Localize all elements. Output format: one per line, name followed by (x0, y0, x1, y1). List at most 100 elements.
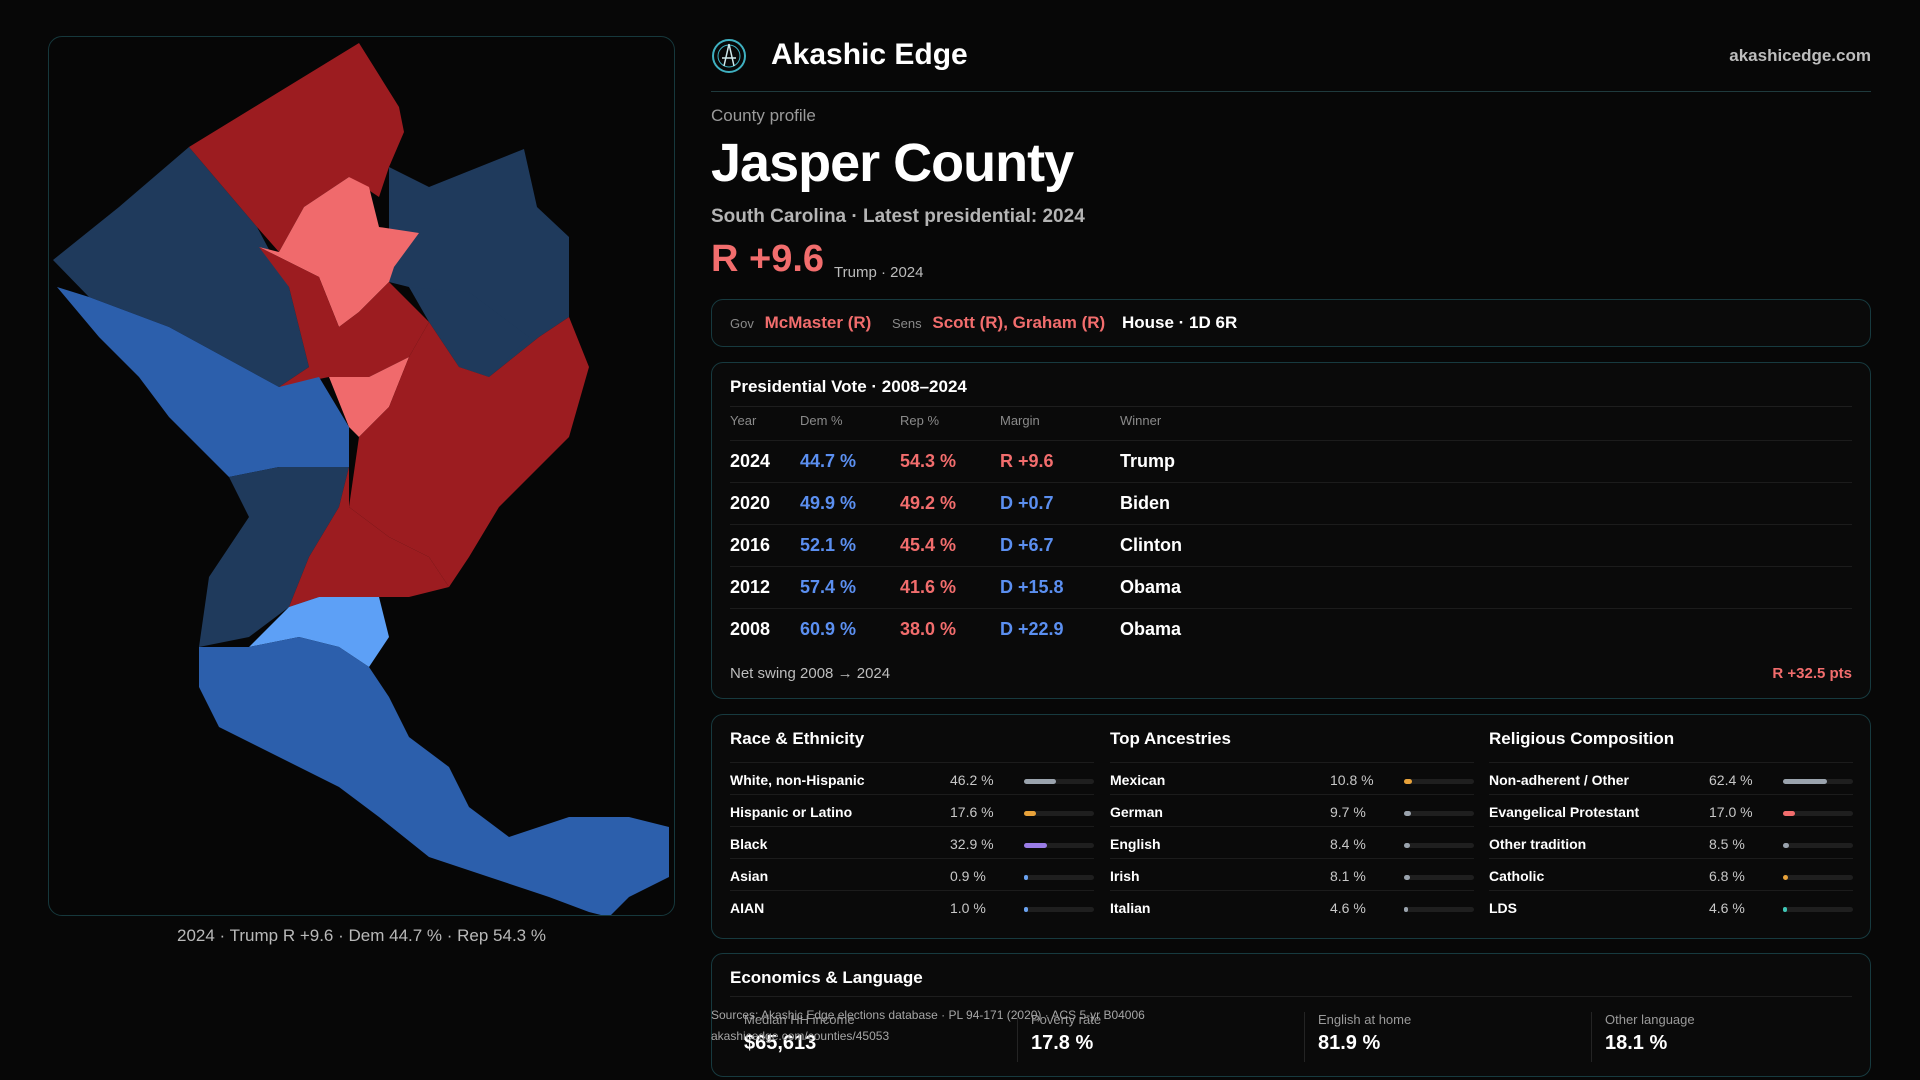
item-label: Hispanic or Latino (730, 804, 853, 820)
share-bar-fill (1404, 779, 1412, 784)
house-delegation[interactable]: House · 1D 6R (1122, 313, 1238, 332)
compass-emblem-icon[interactable] (711, 38, 747, 74)
item-label: Asian (730, 868, 769, 884)
list-item[interactable]: Catholic 6.8 % (1489, 858, 1853, 890)
share-bar (1404, 843, 1474, 848)
group-title: Top Ancestries (1110, 729, 1231, 748)
share-bar-fill (1404, 875, 1410, 880)
precinct-west[interactable] (57, 287, 349, 477)
share-bar (1783, 779, 1853, 784)
cell-rep: 54.3 % (900, 451, 957, 471)
precinct-south-lightblue[interactable] (249, 597, 389, 667)
brand-name[interactable]: Akashic Edge (771, 38, 968, 71)
cell-dem: 60.9 % (800, 619, 857, 639)
stat-label: Median HH income (744, 1012, 855, 1027)
profile-kicker: County profile (711, 106, 816, 125)
list-item[interactable]: Irish 8.1 % (1110, 858, 1474, 890)
headline-margin: R +9.6 (711, 238, 825, 280)
stat-value: 17.8 % (1031, 1032, 1094, 1054)
list-item[interactable]: Non-adherent / Other 62.4 % (1489, 762, 1853, 794)
item-value: 9.7 % (1330, 804, 1366, 820)
list-item[interactable]: Asian 0.9 % (730, 858, 1094, 890)
table-row[interactable]: 2020 49.9 % 49.2 % D +0.7 Biden (730, 482, 1852, 524)
list-item[interactable]: Hispanic or Latino 17.6 % (730, 794, 1094, 826)
page-title: Jasper County (711, 133, 1074, 193)
cell-margin: D +0.7 (1000, 493, 1054, 513)
governor-label: Gov (730, 316, 754, 331)
sources-url[interactable]: akashicedge.com/counties/45053 (711, 1029, 890, 1043)
precinct-south[interactable] (199, 637, 669, 916)
share-bar (1783, 811, 1853, 816)
precinct-south-center[interactable] (289, 467, 449, 607)
item-label: Evangelical Protestant (1489, 804, 1640, 820)
list-item[interactable]: Other tradition 8.5 % (1489, 826, 1853, 858)
stat-tile: Median HH income $65,613 (730, 1012, 1000, 1072)
cell-dem: 49.9 % (800, 493, 857, 513)
precinct-southwest-navy[interactable] (199, 467, 349, 647)
cell-year: 2024 (730, 451, 771, 471)
table-row[interactable]: 2012 57.4 % 41.6 % D +15.8 Obama (730, 566, 1852, 608)
precinct-north[interactable] (189, 43, 404, 252)
precinct-map[interactable] (49, 37, 675, 916)
share-bar-fill (1404, 907, 1408, 912)
stat-label: Other language (1605, 1012, 1695, 1027)
table-row[interactable]: 2008 60.9 % 38.0 % D +22.9 Obama (730, 608, 1852, 650)
site-link[interactable]: akashicedge.com (1729, 46, 1871, 65)
item-value: 17.6 % (950, 804, 994, 820)
senators: Sens Scott (R), Graham (R) (892, 313, 1105, 333)
item-value: 10.8 % (1330, 772, 1374, 788)
list-item[interactable]: Mexican 10.8 % (1110, 762, 1474, 794)
precinct-center[interactable] (259, 247, 429, 387)
share-bar-fill (1783, 907, 1787, 912)
list-item[interactable]: English 8.4 % (1110, 826, 1474, 858)
divider (1591, 1012, 1592, 1062)
share-bar (1024, 907, 1094, 912)
item-label: Black (730, 836, 768, 852)
list-item[interactable]: White, non-Hispanic 46.2 % (730, 762, 1094, 794)
cell-winner: Obama (1120, 619, 1182, 639)
sources-note: Sources: Akashic Edge elections database… (711, 1005, 1145, 1047)
group-title: Religious Composition (1489, 729, 1675, 748)
item-label: English (1110, 836, 1161, 852)
list-item[interactable]: Evangelical Protestant 17.0 % (1489, 794, 1853, 826)
cell-dem: 44.7 % (800, 451, 857, 471)
governor-name[interactable]: McMaster (R) (764, 313, 872, 332)
precinct-east[interactable] (349, 317, 589, 587)
table-row[interactable]: 2016 52.1 % 45.4 % D +6.7 Clinton (730, 524, 1852, 566)
list-item[interactable]: LDS 4.6 % (1489, 890, 1853, 922)
list-item[interactable]: German 9.7 % (1110, 794, 1474, 826)
precinct-northwest[interactable] (53, 147, 309, 387)
officials-bar: Gov McMaster (R) Sens Scott (R), Graham … (711, 299, 1871, 347)
group-title: Race & Ethnicity (730, 729, 865, 748)
item-value: 62.4 % (1709, 772, 1753, 788)
share-bar-fill (1024, 779, 1056, 784)
col-year-header: Year (730, 413, 757, 428)
item-value: 8.1 % (1330, 868, 1366, 884)
cell-dem: 52.1 % (800, 535, 857, 555)
precinct-center-pink[interactable] (329, 357, 409, 437)
list-item[interactable]: AIAN 1.0 % (730, 890, 1094, 922)
headline-margin-note: Trump · 2024 (834, 264, 924, 281)
precinct-center-north[interactable] (259, 177, 419, 327)
county-map[interactable] (48, 36, 675, 916)
precinct-east-navy[interactable] (409, 287, 529, 377)
item-label: Catholic (1489, 868, 1545, 884)
share-bar (1783, 875, 1853, 880)
item-value: 17.0 % (1709, 804, 1753, 820)
item-value: 1.0 % (950, 900, 986, 916)
list-item[interactable]: Italian 4.6 % (1110, 890, 1474, 922)
table-row[interactable]: 2024 44.7 % 54.3 % R +9.6 Trump (730, 440, 1852, 482)
share-bar-fill (1024, 843, 1047, 848)
share-bar (1783, 907, 1853, 912)
cell-dem: 57.4 % (800, 577, 857, 597)
col-winner-header: Winner (1120, 413, 1162, 428)
share-bar-fill (1404, 843, 1410, 848)
share-bar (1404, 811, 1474, 816)
senators-names[interactable]: Scott (R), Graham (R) (932, 313, 1106, 332)
item-value: 6.8 % (1709, 868, 1745, 884)
item-label: Mexican (1110, 772, 1166, 788)
list-item[interactable]: Black 32.9 % (730, 826, 1094, 858)
share-bar-fill (1783, 779, 1827, 784)
item-value: 8.5 % (1709, 836, 1745, 852)
sources-line: Sources: Akashic Edge elections database… (711, 1008, 1145, 1022)
